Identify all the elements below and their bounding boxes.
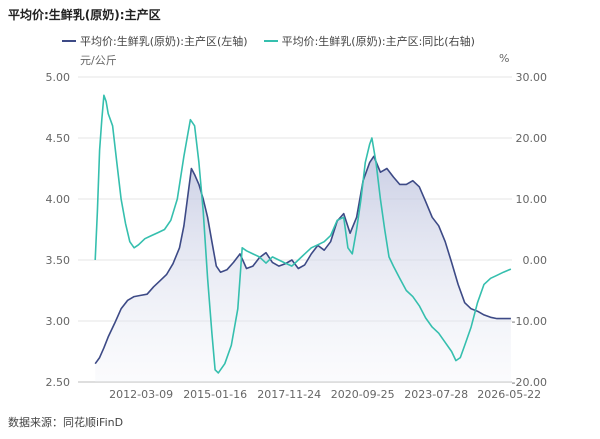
y-right-tick-label: 10.00 [516,193,548,206]
y-left-tick-label: 3.50 [46,254,71,267]
legend-swatch-yoy [263,40,278,42]
price-series-line [94,155,511,365]
data-source-note: 数据来源：同花顺iFinD [8,416,124,429]
y-right-tick-label: 30.00 [516,71,548,84]
y-left-tick-label: 4.50 [46,132,71,145]
y-right-tick-label: -10.00 [512,315,547,328]
x-tick-label: 2015-01-16 [183,388,247,401]
legend-label-yoy: 平均价:生鲜乳(原奶):主产区:同比(右轴) [281,35,475,48]
y-left-tick-label: 3.00 [46,315,71,328]
y-right-tick-label: 20.00 [516,132,548,145]
x-tick-label: 2026-05-22 [477,388,541,401]
y-right-tick-label: -20.00 [512,376,547,389]
y-left-tick-label: 5.00 [46,71,71,84]
legend-item-price[interactable]: 平均价:生鲜乳(原奶):主产区(左轴) [62,33,248,49]
legend-label-price: 平均价:生鲜乳(原奶):主产区(左轴) [80,35,248,48]
x-tick-label: 2023-07-28 [404,388,468,401]
chart-title: 平均价:生鲜乳(原奶):主产区 [8,8,161,22]
x-tick-label: 2020-09-25 [331,388,395,401]
yoy-series-line [94,94,512,374]
left-axis-unit: 元/公斤 [80,54,117,67]
y-left-tick-label: 2.50 [46,376,71,389]
x-tick-label: 2012-03-09 [109,388,173,401]
chart-legend: 平均价:生鲜乳(原奶):主产区(左轴) 平均价:生鲜乳(原奶):主产区:同比(右… [62,33,475,49]
y-left-tick-label: 4.00 [46,193,71,206]
right-axis-unit: % [499,52,510,65]
y-right-tick-label: 0.00 [523,254,548,267]
legend-swatch-price [62,40,76,42]
price-area-fill [95,156,511,382]
x-tick-label: 2017-11-24 [257,388,321,401]
legend-item-yoy[interactable]: 平均价:生鲜乳(原奶):主产区:同比(右轴) [263,33,475,49]
